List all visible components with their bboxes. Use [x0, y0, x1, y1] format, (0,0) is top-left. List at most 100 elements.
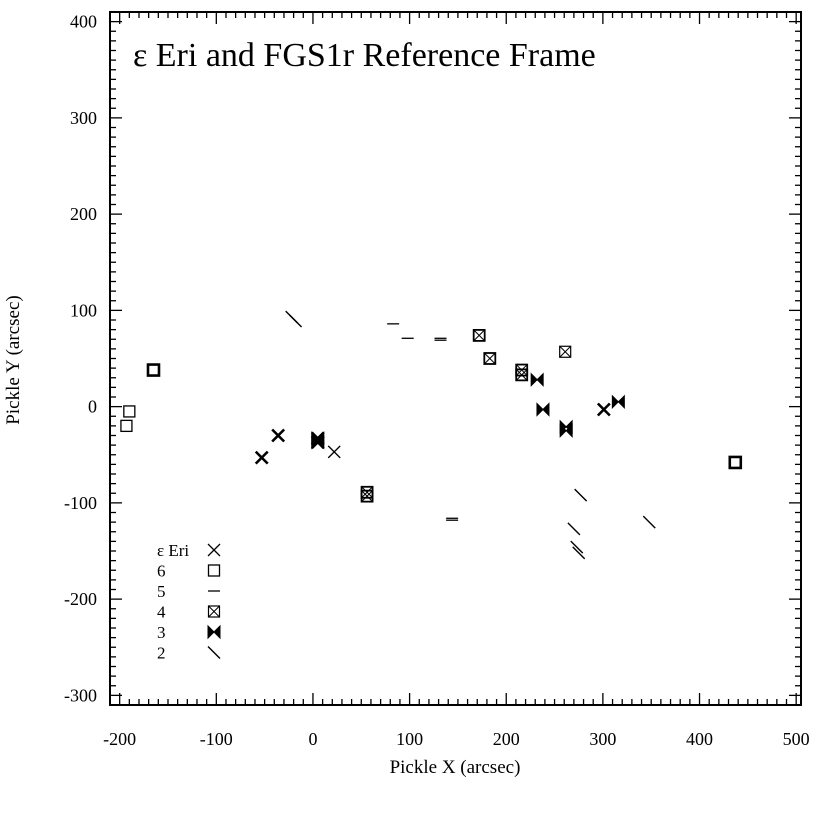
point-slash — [574, 488, 588, 502]
x-glyph — [207, 543, 221, 557]
box-glyph — [472, 328, 486, 342]
slash-glyph — [572, 546, 586, 560]
point-boxcross — [515, 368, 529, 382]
square-glyph — [146, 363, 161, 377]
bowtie-glyph — [311, 435, 325, 450]
point-slash — [567, 522, 581, 536]
plot-border — [109, 11, 802, 706]
bowtie-glyph — [536, 402, 550, 417]
square-glyph — [123, 405, 136, 418]
cross-glyph — [208, 605, 220, 618]
bowtie-glyph — [207, 624, 221, 640]
y-tick-label: 300 — [70, 108, 97, 128]
point-bowtie — [536, 402, 550, 417]
box-glyph — [360, 489, 374, 503]
cross-glyph — [515, 369, 528, 381]
point-bowtie — [611, 394, 625, 410]
chart-title: ε Eri and FGS1r Reference Frame — [133, 37, 596, 74]
y-tick-label: -200 — [64, 589, 97, 609]
bowtie-glyph — [559, 423, 573, 438]
point-square — [728, 455, 743, 470]
legend-marker — [207, 646, 221, 659]
cross-glyph — [483, 352, 496, 365]
point-slash — [570, 540, 584, 554]
box-glyph — [483, 352, 497, 365]
point-x — [596, 402, 611, 417]
point-bowtie — [559, 423, 573, 438]
legend-entry: 6 — [157, 562, 221, 581]
square-glyph — [120, 419, 133, 433]
legend-entry: 3 — [157, 623, 221, 642]
slash-glyph — [567, 522, 581, 536]
x-tick-label: 300 — [589, 729, 616, 749]
legend-entry: 2 — [157, 644, 221, 663]
legend-entry: ε Eri — [157, 541, 221, 560]
point-x — [271, 428, 286, 443]
data-points — [120, 310, 743, 560]
box-glyph — [515, 368, 529, 382]
axis-tick-labels: -200 -100 0 100 200 300 400 500 -300 -200 -100 0 100… — [64, 12, 810, 749]
legend-entry: 5 — [157, 582, 220, 601]
square-glyph — [207, 564, 221, 577]
point-square — [123, 405, 136, 418]
plot-frame — [109, 11, 802, 706]
cross-glyph — [559, 345, 572, 358]
slash-glyph — [207, 646, 221, 659]
point-boxcross — [360, 489, 374, 503]
cross-glyph — [361, 490, 373, 502]
x-tick-label: 500 — [783, 729, 810, 749]
y-tick-label: -300 — [64, 685, 97, 705]
x-tick-label: 400 — [686, 729, 713, 749]
slash-glyph — [289, 314, 303, 328]
bowtie-glyph — [611, 394, 625, 410]
legend-marker — [207, 564, 221, 577]
point-x — [327, 445, 341, 459]
legend-label: 3 — [157, 623, 166, 642]
legend-label: ε Eri — [157, 541, 189, 560]
legend-marker — [207, 624, 221, 640]
bowtie-glyph — [530, 372, 544, 387]
point-square — [146, 363, 161, 377]
y-tick-label: 100 — [70, 300, 97, 320]
slash-glyph — [570, 540, 584, 554]
legend-label: 2 — [157, 644, 166, 663]
point-slash — [642, 515, 656, 529]
point-slash — [572, 546, 586, 560]
point-slash — [289, 314, 303, 328]
y-tick-label: 400 — [70, 12, 97, 32]
point-x — [254, 450, 269, 465]
x-glyph — [327, 445, 341, 459]
y-axis-label: Pickle Y (arcsec) — [3, 295, 24, 424]
x-tick-label: 200 — [493, 729, 520, 749]
legend: ε Eri 65 43 2 — [157, 541, 221, 663]
x-tick-label: 100 — [396, 729, 423, 749]
legend-label: 6 — [157, 562, 166, 581]
legend-entry: 4 — [157, 603, 221, 622]
point-bowtie — [311, 435, 325, 450]
x-tick-label: -100 — [200, 729, 233, 749]
cross-glyph — [361, 486, 373, 499]
slash-glyph — [574, 488, 588, 502]
box-glyph — [559, 345, 572, 358]
legend-marker — [207, 543, 221, 557]
point-square — [120, 419, 133, 433]
point-boxcross — [483, 352, 497, 365]
point-bowtie — [530, 372, 544, 387]
legend-marker — [207, 605, 221, 618]
x-glyph — [271, 428, 286, 443]
point-boxcross — [559, 345, 572, 358]
x-axis-label: Pickle X (arcsec) — [390, 757, 521, 778]
axis-ticks — [110, 12, 801, 705]
cross-glyph — [473, 329, 486, 342]
slash-glyph — [642, 515, 656, 529]
x-tick-label: 0 — [308, 729, 317, 749]
box-glyph — [207, 605, 221, 618]
y-tick-label: 200 — [70, 204, 97, 224]
y-tick-label: 0 — [88, 397, 97, 417]
x-glyph — [596, 402, 611, 417]
square-glyph — [728, 455, 743, 470]
point-boxcross — [472, 328, 486, 342]
y-tick-label: -100 — [64, 493, 97, 513]
legend-label: 4 — [157, 603, 166, 622]
